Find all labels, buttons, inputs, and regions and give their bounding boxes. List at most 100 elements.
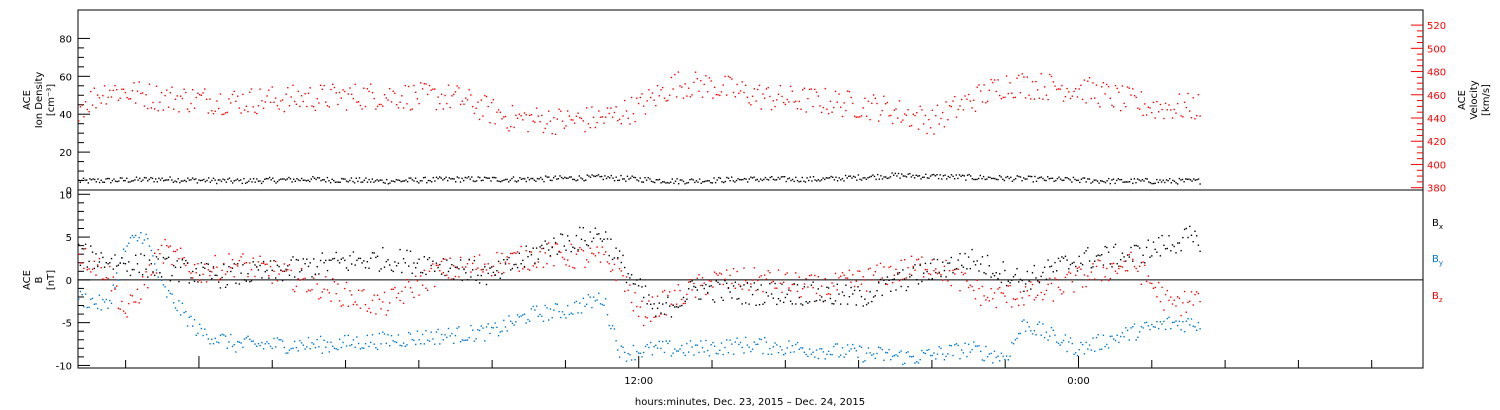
bx-series-point [311,276,313,278]
bx-series-point [1047,259,1049,261]
velocity-series-point [371,92,374,94]
by-series-point [1040,334,1042,336]
velocity-series-point [451,95,453,97]
density-series-point [929,175,932,177]
density-series-point [395,179,398,181]
density-series-point [1043,179,1046,181]
velocity-series-point [942,111,944,114]
by-series-point [264,343,266,345]
density-series-point [288,176,290,179]
velocity-series-point [242,93,244,96]
by-series-point [427,339,429,341]
by-series-point [1073,353,1075,356]
by-series-point [764,336,766,339]
by-series-point [634,359,636,361]
velocity-series-point [444,94,446,97]
by-series-point [273,337,275,340]
velocity-series-point [363,87,365,89]
bx-series-point [606,238,609,240]
density-series-point [1019,176,1022,178]
by-series-point [907,351,909,353]
by-series-point [928,348,930,351]
density-series-point [222,178,224,180]
bz-series-point [1069,272,1072,274]
density-series-point [1140,180,1142,182]
velocity-series-point [610,107,612,109]
bz-series-point [143,283,146,286]
density-series-point [814,179,816,181]
by-series-point [314,347,317,349]
bz-series-point [1164,293,1167,296]
density-series-point [1152,182,1155,185]
by-series-point [321,352,323,354]
by-series-point [712,341,714,344]
velocity-series-point [103,85,106,87]
bz-series-point [1159,300,1162,303]
bx-series-point [853,289,856,292]
bx-series-point [874,295,876,297]
bx-series-point [947,262,949,264]
density-series-point [1031,175,1033,178]
velocity-series-point [141,92,144,94]
velocity-axis-title-line3: [km/s] [1481,84,1492,116]
velocity-series-point [876,102,878,105]
density-series-point [198,179,200,181]
bx-series-point [439,263,441,266]
density-series-point [469,178,471,180]
velocity-series-point [712,97,714,99]
by-series-point [563,313,565,316]
velocity-series-point [807,97,809,100]
velocity-series-point [522,119,524,121]
velocity-series-point [672,88,674,90]
bx-series-point [444,274,446,277]
by-series-point [535,305,538,307]
velocity-series-point [561,120,564,122]
bz-series-point [135,301,137,303]
velocity-series-point [345,109,348,111]
by-series-point [276,337,279,339]
by-series-point [558,310,560,313]
density-series-point [923,176,925,178]
density-series-point [658,178,661,181]
bx-series-point [297,259,299,261]
bx-series-point [446,259,448,261]
by-series-point [1168,316,1170,319]
density-series-point [872,174,874,176]
by-series-point [103,301,106,303]
velocity-series-point [886,101,889,104]
bx-series-point [1107,251,1110,253]
density-series-point [676,178,678,180]
by-series-point [879,347,882,349]
by-series-point [546,307,548,309]
bx-series-point [855,304,857,306]
velocity-series-point [268,89,270,91]
velocity-series-point [335,92,337,94]
bx-series [78,225,1201,318]
bx-series-point [784,296,787,299]
bx-series-point [764,301,766,304]
velocity-series-point [119,97,121,99]
density-series-point [398,179,401,182]
velocity-series-point [1185,106,1187,109]
velocity-series-point [269,101,272,103]
by-series-point [1076,354,1079,357]
velocity-series-point [655,104,657,107]
by-series-point [653,346,655,348]
bx-series-point [553,237,555,239]
by-series-point [138,236,140,239]
bx-series-point [864,298,866,300]
density-series-point [954,178,956,180]
density-series-point [812,176,815,178]
bz-series-point [307,289,310,291]
bz-series-point [212,267,215,270]
bx-series-point [178,280,180,283]
bz-series-point [428,270,431,272]
bx-series-point [211,277,213,280]
bx-series-point [827,287,830,289]
density-series-point [1130,178,1132,180]
velocity-series-point [1114,84,1117,87]
bx-series-point [442,258,444,260]
bx-series-point [672,304,674,306]
bz-series-point [389,302,391,304]
bz-series-point [620,270,622,272]
